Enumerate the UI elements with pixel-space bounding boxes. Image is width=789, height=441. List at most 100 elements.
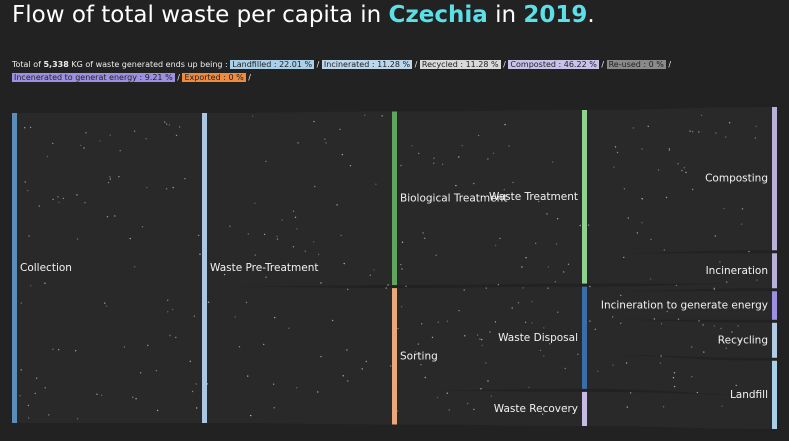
particle	[479, 338, 481, 340]
particle	[620, 294, 622, 297]
particle	[325, 142, 327, 144]
node	[392, 111, 397, 286]
particle	[685, 171, 687, 174]
particle	[375, 183, 377, 185]
particle	[346, 349, 348, 351]
title-year: 2019	[523, 2, 588, 28]
particle	[551, 161, 554, 163]
particle	[296, 387, 298, 389]
particle	[109, 176, 111, 178]
particle	[175, 336, 177, 339]
particle	[38, 205, 40, 207]
particle	[265, 160, 267, 163]
particle	[673, 385, 676, 388]
particle	[36, 377, 38, 379]
particle	[349, 165, 352, 167]
particle	[400, 263, 402, 266]
particle	[464, 335, 466, 337]
particle	[487, 380, 489, 382]
particle	[263, 343, 265, 346]
particle	[145, 138, 147, 140]
particle	[324, 138, 326, 140]
particle	[528, 386, 530, 389]
summary-total: 5,338	[43, 60, 69, 69]
particle	[726, 281, 728, 283]
particle	[58, 201, 60, 204]
particle	[420, 364, 422, 366]
node-label: Waste Recovery	[494, 403, 578, 415]
particle	[238, 346, 241, 348]
particle	[665, 196, 668, 199]
particle	[99, 140, 101, 142]
particle	[347, 380, 349, 382]
particle	[756, 279, 758, 281]
particle	[141, 226, 144, 228]
chart-title: Flow of total waste per capita in Czechi…	[12, 2, 595, 28]
particle	[166, 123, 168, 125]
particle	[229, 225, 231, 227]
particle	[85, 132, 87, 134]
node-label: Incineration to generate energy	[601, 300, 768, 312]
particle	[613, 166, 615, 168]
particle	[567, 263, 570, 265]
particle	[481, 338, 483, 341]
particle	[27, 404, 30, 407]
particle	[20, 369, 22, 371]
particle	[754, 137, 757, 139]
particle	[401, 268, 403, 270]
particle	[718, 339, 720, 341]
particle	[681, 169, 683, 172]
particle	[547, 266, 550, 268]
particle	[614, 146, 617, 148]
particle	[683, 167, 686, 169]
particle	[522, 287, 524, 289]
node	[772, 107, 777, 251]
particle	[79, 144, 82, 147]
particle	[721, 405, 723, 407]
particle	[223, 273, 226, 276]
particle	[458, 156, 460, 158]
node	[392, 288, 397, 425]
particle	[719, 261, 721, 263]
separator: /	[503, 60, 506, 69]
particle	[539, 349, 542, 352]
particle	[294, 216, 297, 218]
particle	[696, 391, 699, 394]
particle	[495, 244, 497, 247]
particle	[623, 256, 625, 259]
particle	[206, 383, 209, 385]
particle	[641, 198, 644, 200]
particle	[119, 150, 121, 152]
particle	[247, 375, 249, 377]
particle	[381, 115, 383, 117]
particle	[96, 393, 98, 395]
particle	[463, 289, 465, 291]
particle	[700, 114, 703, 117]
particle	[52, 198, 54, 201]
particle	[662, 406, 665, 408]
title-text: in	[495, 2, 517, 28]
particle	[612, 316, 614, 318]
particle	[431, 336, 434, 339]
particle	[84, 202, 86, 204]
particle	[106, 216, 109, 218]
particle	[347, 288, 349, 291]
particle	[714, 235, 716, 237]
particle	[725, 136, 727, 138]
summary-badge: Re-used : 0 %	[606, 60, 666, 69]
node-label: Waste Disposal	[498, 332, 578, 344]
particle	[543, 355, 545, 357]
particle	[689, 130, 691, 132]
particle	[129, 237, 131, 240]
particle	[620, 305, 622, 307]
particle	[597, 370, 599, 372]
particle	[100, 394, 103, 396]
particle	[579, 224, 581, 227]
particle	[485, 362, 487, 364]
particle	[341, 153, 344, 156]
summary-badge: Recycled : 11.28 %	[419, 60, 501, 69]
particle	[556, 218, 559, 220]
particle	[320, 282, 322, 284]
particle	[650, 238, 652, 241]
